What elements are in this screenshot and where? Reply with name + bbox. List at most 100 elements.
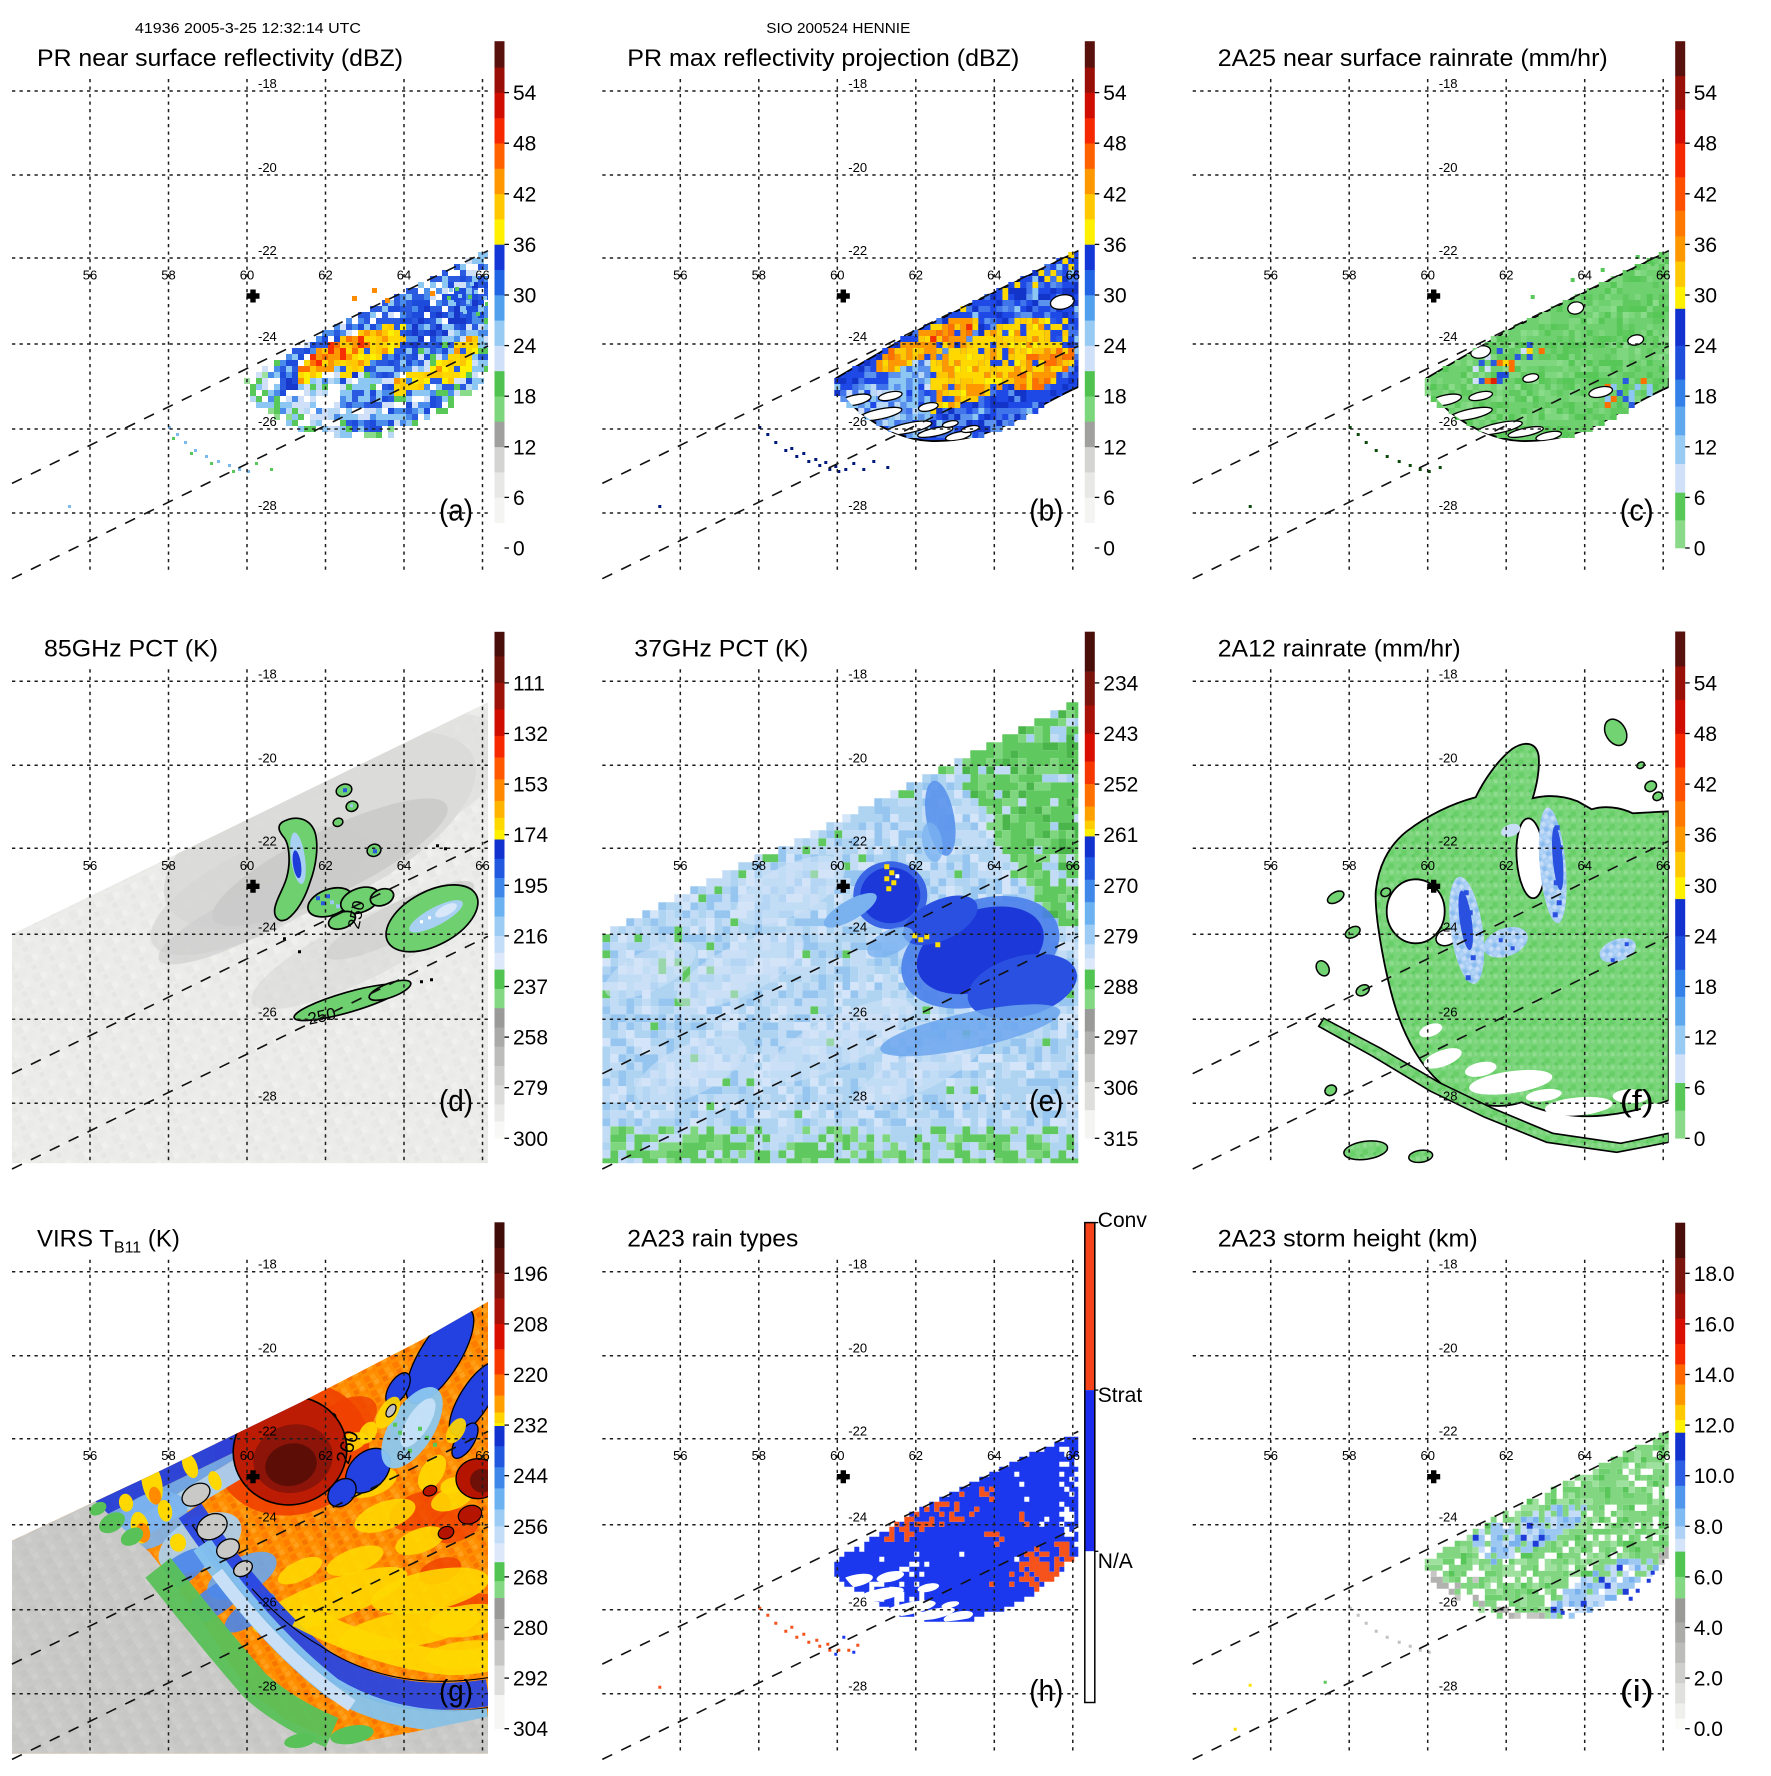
svg-text:279: 279 — [1103, 925, 1138, 948]
svg-text:64: 64 — [1577, 858, 1591, 873]
svg-text:304: 304 — [513, 1718, 548, 1741]
svg-text:2A12 rainrate (mm/hr): 2A12 rainrate (mm/hr) — [1218, 635, 1461, 662]
svg-text:SIO 200524 HENNIE: SIO 200524 HENNIE — [766, 21, 910, 37]
svg-text:66: 66 — [475, 858, 489, 873]
svg-text:18: 18 — [1694, 976, 1717, 999]
svg-text:48: 48 — [1694, 723, 1717, 746]
svg-text:16.0: 16.0 — [1694, 1313, 1735, 1336]
svg-text:153: 153 — [513, 774, 548, 797]
svg-text:-22: -22 — [258, 833, 277, 848]
svg-text:232: 232 — [513, 1415, 548, 1438]
svg-text:56: 56 — [1263, 858, 1277, 873]
svg-text:4.0: 4.0 — [1694, 1617, 1723, 1640]
svg-text:66: 66 — [1066, 268, 1080, 283]
svg-text:58: 58 — [161, 1448, 175, 1463]
svg-text:-18: -18 — [848, 76, 867, 91]
svg-text:58: 58 — [752, 268, 766, 283]
svg-text:6: 6 — [1694, 1077, 1706, 1100]
svg-text:56: 56 — [83, 268, 97, 283]
svg-text:(b): (b) — [1029, 493, 1063, 528]
svg-text:-26: -26 — [258, 414, 277, 429]
svg-text:62: 62 — [1499, 858, 1513, 873]
svg-text:36: 36 — [1103, 234, 1126, 257]
svg-text:56: 56 — [1263, 268, 1277, 283]
svg-text:64: 64 — [987, 1448, 1001, 1463]
svg-text:-22: -22 — [1439, 1424, 1458, 1439]
svg-text:54: 54 — [1694, 82, 1718, 105]
svg-text:-18: -18 — [1439, 666, 1458, 681]
svg-text:279: 279 — [513, 1077, 548, 1100]
svg-text:18: 18 — [513, 386, 536, 409]
svg-text:42: 42 — [1103, 183, 1126, 206]
svg-text:-28: -28 — [1439, 1679, 1458, 1694]
svg-text:62: 62 — [909, 268, 923, 283]
svg-text:2A25 near surface rainrate (mm: 2A25 near surface rainrate (mm/hr) — [1218, 45, 1608, 72]
svg-text:12: 12 — [1694, 1027, 1717, 1050]
svg-text:280: 280 — [513, 1617, 548, 1640]
svg-text:8.0: 8.0 — [1694, 1516, 1723, 1539]
svg-text:-22: -22 — [258, 243, 277, 258]
svg-text:60: 60 — [1420, 858, 1434, 873]
svg-text:66: 66 — [1066, 858, 1080, 873]
svg-text:0: 0 — [1694, 538, 1706, 561]
svg-text:41936 2005-3-25 12:32:14 UTC: 41936 2005-3-25 12:32:14 UTC — [135, 21, 361, 37]
svg-text:66: 66 — [1656, 268, 1670, 283]
svg-text:-24: -24 — [258, 329, 277, 344]
svg-text:36: 36 — [513, 234, 536, 257]
svg-text:-28: -28 — [1439, 498, 1458, 513]
svg-text:64: 64 — [1577, 268, 1591, 283]
svg-text:(d): (d) — [439, 1083, 473, 1118]
svg-text:6: 6 — [1103, 487, 1115, 510]
svg-text:-24: -24 — [258, 1510, 277, 1525]
svg-text:18.0: 18.0 — [1694, 1263, 1735, 1286]
svg-text:208: 208 — [513, 1313, 548, 1336]
svg-text:30: 30 — [1103, 285, 1126, 308]
svg-text:42: 42 — [1694, 774, 1717, 797]
svg-text:56: 56 — [673, 268, 687, 283]
svg-text:-18: -18 — [258, 1257, 277, 1272]
svg-text:Strat: Strat — [1098, 1384, 1143, 1407]
svg-text:VIRS TB11 (K): VIRS TB11 (K) — [37, 1226, 180, 1257]
svg-text:-18: -18 — [1439, 1257, 1458, 1272]
svg-text:60: 60 — [240, 1448, 254, 1463]
svg-text:-20: -20 — [848, 1341, 867, 1356]
svg-text:268: 268 — [513, 1566, 548, 1589]
svg-text:(h): (h) — [1029, 1673, 1063, 1708]
svg-text:-28: -28 — [848, 1679, 867, 1694]
svg-text:62: 62 — [318, 1448, 332, 1463]
svg-text:56: 56 — [83, 858, 97, 873]
svg-text:-26: -26 — [258, 1004, 277, 1019]
svg-text:54: 54 — [513, 82, 537, 105]
svg-text:244: 244 — [513, 1465, 548, 1488]
svg-text:56: 56 — [1263, 1448, 1277, 1463]
svg-text:-20: -20 — [258, 1341, 277, 1356]
svg-text:-28: -28 — [258, 1088, 277, 1103]
svg-text:37GHz PCT (K): 37GHz PCT (K) — [634, 635, 808, 662]
svg-text:66: 66 — [475, 268, 489, 283]
svg-text:48: 48 — [1694, 133, 1717, 156]
svg-text:-26: -26 — [1439, 1004, 1458, 1019]
svg-text:234: 234 — [1103, 672, 1138, 695]
svg-text:270: 270 — [1103, 875, 1138, 898]
svg-text:48: 48 — [1103, 133, 1126, 156]
svg-text:195: 195 — [513, 875, 548, 898]
svg-text:2A23 storm height (km): 2A23 storm height (km) — [1218, 1226, 1478, 1253]
svg-text:315: 315 — [1103, 1128, 1138, 1151]
svg-text:(g): (g) — [439, 1673, 473, 1708]
svg-text:-18: -18 — [258, 76, 277, 91]
svg-text:-26: -26 — [848, 1004, 867, 1019]
svg-text:42: 42 — [513, 183, 536, 206]
svg-text:14.0: 14.0 — [1694, 1364, 1735, 1387]
svg-text:-20: -20 — [1439, 750, 1458, 765]
svg-text:54: 54 — [1694, 672, 1718, 695]
svg-text:58: 58 — [752, 858, 766, 873]
svg-text:6.0: 6.0 — [1694, 1566, 1723, 1589]
svg-text:306: 306 — [1103, 1077, 1138, 1100]
svg-text:288: 288 — [1103, 976, 1138, 999]
svg-text:174: 174 — [513, 824, 548, 847]
svg-text:62: 62 — [1499, 1448, 1513, 1463]
svg-text:66: 66 — [1656, 858, 1670, 873]
svg-text:252: 252 — [1103, 774, 1138, 797]
svg-text:64: 64 — [987, 268, 1001, 283]
svg-text:-24: -24 — [258, 919, 277, 934]
